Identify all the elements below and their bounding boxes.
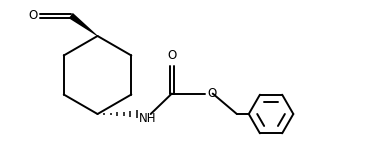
Text: O: O	[28, 9, 37, 22]
Text: O: O	[207, 87, 216, 100]
Text: O: O	[167, 49, 176, 62]
Text: NH: NH	[138, 112, 156, 125]
Polygon shape	[69, 13, 98, 36]
